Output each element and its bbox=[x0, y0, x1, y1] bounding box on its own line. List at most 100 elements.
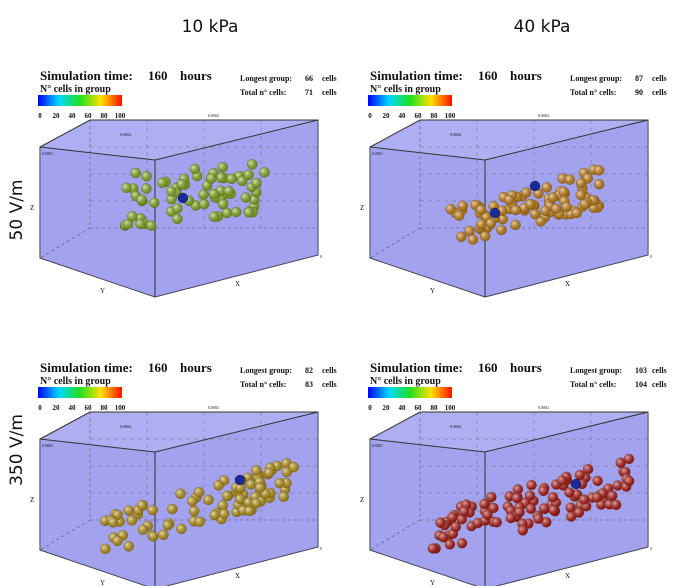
cell-shade bbox=[611, 500, 621, 510]
colorbar-tick: 40 bbox=[69, 404, 77, 412]
cell-shade bbox=[477, 219, 487, 229]
cell-shade bbox=[525, 199, 535, 209]
cell-shade bbox=[137, 195, 147, 205]
cell-shade bbox=[613, 480, 623, 490]
colorbar-tick: 0 bbox=[38, 404, 42, 412]
legend-title: N° cells in group bbox=[370, 376, 441, 387]
blue-cell bbox=[235, 475, 245, 485]
cell-shade bbox=[158, 530, 168, 540]
cell-shade bbox=[264, 468, 274, 478]
cell-shade bbox=[157, 178, 167, 188]
cell-shade bbox=[176, 524, 186, 534]
axis-label: X bbox=[235, 572, 240, 580]
longest-value: 103 bbox=[635, 366, 647, 375]
unit: cells bbox=[322, 74, 337, 83]
cell-shade bbox=[576, 190, 586, 200]
row-header: 50 V/m bbox=[7, 180, 27, 241]
cell-shade bbox=[480, 231, 490, 241]
colorbar-tick: 100 bbox=[115, 404, 126, 412]
cell-shade bbox=[504, 195, 514, 205]
axis-tick: 0.0004 bbox=[450, 424, 461, 429]
cell-shade bbox=[251, 466, 261, 476]
total-label: Total n° cells: bbox=[570, 380, 616, 389]
cell-shade bbox=[486, 218, 496, 228]
longest-label: Longest group: bbox=[570, 366, 622, 375]
unit: cells bbox=[652, 74, 667, 83]
axis-tick: 0.0004 bbox=[120, 132, 131, 137]
cell-shade bbox=[616, 458, 626, 468]
cell-shade bbox=[580, 199, 590, 209]
cell-shade bbox=[576, 178, 586, 188]
cell-shade bbox=[593, 476, 603, 486]
column-header: 10 kPa bbox=[182, 17, 239, 37]
cell-shade bbox=[252, 178, 262, 188]
cell-shade bbox=[138, 525, 148, 535]
cell-shade bbox=[548, 193, 558, 203]
axis-label: Y bbox=[100, 287, 105, 295]
cell-shade bbox=[479, 499, 489, 509]
axis-tick: 0.0002 bbox=[208, 113, 219, 118]
cell-shade bbox=[496, 225, 506, 235]
colorbar-tick: 100 bbox=[115, 112, 126, 120]
cell-shade bbox=[447, 512, 457, 522]
colorbar-tick: 60 bbox=[415, 404, 423, 412]
unit: cells bbox=[652, 366, 667, 375]
legend-title: N° cells in group bbox=[370, 84, 441, 95]
cell-shade bbox=[172, 214, 182, 224]
axis-tick: 0 bbox=[320, 546, 322, 551]
cell-shade bbox=[446, 204, 456, 214]
cell-shade bbox=[210, 510, 220, 520]
cell-shade bbox=[148, 505, 158, 515]
cell-shade bbox=[579, 495, 589, 505]
cell-shade bbox=[121, 183, 131, 193]
cell-shade bbox=[135, 219, 145, 229]
sim-time: 160 bbox=[148, 360, 168, 375]
cell-shade bbox=[583, 464, 593, 474]
cell-shade bbox=[246, 479, 256, 489]
colorbar-tick: 0 bbox=[368, 404, 372, 412]
column-header: 40 kPa bbox=[514, 17, 571, 37]
legend-title: N° cells in group bbox=[40, 84, 111, 95]
sim-unit: hours bbox=[180, 360, 212, 375]
cell-shade bbox=[279, 492, 289, 502]
cell-shade bbox=[559, 187, 569, 197]
colorbar bbox=[368, 387, 452, 398]
cell-shade bbox=[275, 478, 285, 488]
cell-shade bbox=[206, 173, 216, 183]
cell-shade bbox=[209, 212, 219, 222]
axis-tick: 0.0002 bbox=[208, 405, 219, 410]
cell-shade bbox=[218, 199, 228, 209]
cell-shade bbox=[511, 220, 521, 230]
cell-shade bbox=[492, 517, 502, 527]
cell-shade bbox=[511, 205, 521, 215]
cell-shade bbox=[513, 484, 523, 494]
colorbar-tick: 80 bbox=[431, 404, 439, 412]
cell-shade bbox=[243, 170, 253, 180]
cell-shade bbox=[137, 500, 147, 510]
axis-label: Y bbox=[430, 287, 435, 295]
colorbar-tick: 60 bbox=[415, 112, 423, 120]
sim-time: 160 bbox=[148, 68, 168, 83]
sim-unit: hours bbox=[510, 360, 542, 375]
cell-shade bbox=[438, 532, 448, 542]
axis-tick: 0.0001 bbox=[372, 151, 383, 156]
colorbar-tick: 60 bbox=[85, 112, 93, 120]
cell-shade bbox=[247, 159, 257, 169]
cell-shade bbox=[575, 470, 585, 480]
axis-label: X bbox=[565, 280, 570, 288]
colorbar-tick: 20 bbox=[53, 404, 61, 412]
longest-label: Longest group: bbox=[240, 366, 292, 375]
cell-shade bbox=[468, 235, 478, 245]
unit: cells bbox=[322, 366, 337, 375]
colorbar-tick: 80 bbox=[101, 404, 109, 412]
axis-tick: 0.0002 bbox=[538, 405, 549, 410]
cell-shade bbox=[521, 188, 531, 198]
cell-shade bbox=[142, 171, 152, 181]
cell-shade bbox=[218, 500, 228, 510]
cell-shade bbox=[131, 168, 141, 178]
cell-shade bbox=[456, 232, 466, 242]
cell-shade bbox=[289, 462, 299, 472]
sim-unit: hours bbox=[180, 68, 212, 83]
blue-cell bbox=[178, 193, 188, 203]
colorbar bbox=[38, 95, 122, 106]
